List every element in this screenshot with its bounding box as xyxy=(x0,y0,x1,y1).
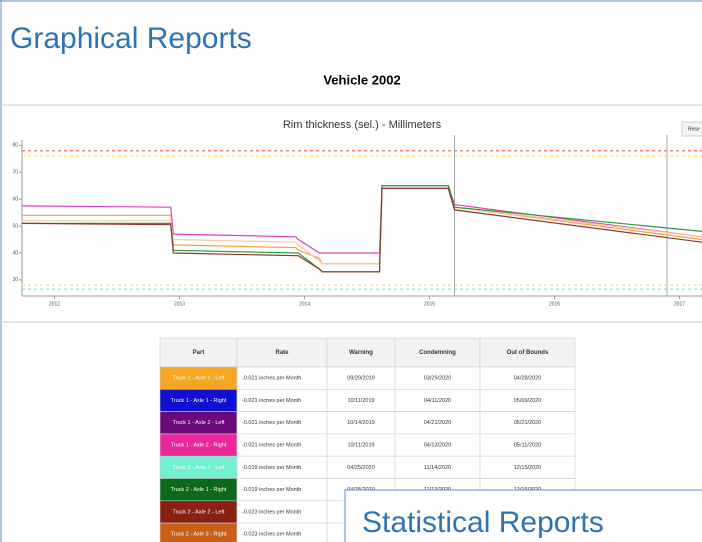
x-tick-label: 2014 xyxy=(299,301,310,307)
y-tick-label: 40 xyxy=(12,250,18,256)
cell-text: -0.021 inches per Month xyxy=(242,443,301,449)
part-label: Truck 1 - Axle 2 - Left xyxy=(172,420,225,426)
header-cell xyxy=(394,337,481,368)
part-label: Truck 1 - Axle 2 - Right xyxy=(171,443,227,449)
header-cell xyxy=(479,337,576,368)
x-tick-label: 2016 xyxy=(549,301,560,307)
cell-text: -0.023 inches per Month xyxy=(242,532,301,538)
part-label: Truck 1 - Axle 1 - Right xyxy=(171,398,227,404)
cell-text: -0.021 inches per Month xyxy=(242,376,301,382)
cell-text: 03/29/2020 xyxy=(424,376,452,382)
cell-text: -0.023 inches per Month xyxy=(242,509,301,515)
cell-text: 04/11/2020 xyxy=(424,398,451,404)
cell-text: -0.019 inches per Month xyxy=(242,465,301,471)
y-tick-label: 50 xyxy=(12,223,18,229)
column-header: Rate xyxy=(275,350,289,356)
column-header: Out of Bounds xyxy=(507,350,549,356)
part-label: Truck 2 - Axle 2 - Right xyxy=(171,532,227,538)
y-tick-label: 80 xyxy=(12,143,18,149)
cell-text: 04/13/2020 xyxy=(424,443,452,449)
part-label: Truck 2 - Axle 1 - Left xyxy=(172,465,225,471)
y-tick-label: 30 xyxy=(12,277,18,283)
part-label: Truck 2 - Axle 2 - Left xyxy=(172,509,225,515)
cell-text: 12/15/2020 xyxy=(514,465,542,471)
header-cell xyxy=(236,337,328,368)
y-tick-label: 60 xyxy=(12,197,18,203)
page-title: Graphical Reports xyxy=(10,22,252,55)
cell-text: 04/21/2020 xyxy=(424,420,452,426)
cell-text: 05/09/2020 xyxy=(514,398,542,404)
cell-text: -0.019 inches per Month xyxy=(242,487,301,493)
cell-text: 05/11/2020 xyxy=(514,443,541,449)
part-label: Truck 1 - Axle 1 - Left xyxy=(172,376,225,382)
reset-button[interactable] xyxy=(681,121,702,137)
cell-text: 04/28/2020 xyxy=(514,376,542,382)
part-label: Truck 2 - Axle 1 - Right xyxy=(171,487,227,493)
cell-text: 05/21/2020 xyxy=(514,420,542,426)
cell-text: 10/14/2019 xyxy=(347,420,375,426)
cell-text: 04/25/2020 xyxy=(347,465,375,471)
chart-title: Rim thickness (sel.) - Millimeters xyxy=(283,119,442,131)
cell-text: 11/14/2020 xyxy=(424,465,451,471)
header-cell xyxy=(159,337,238,368)
vehicle-title: Vehicle 2002 xyxy=(323,72,400,87)
x-tick-label: 2013 xyxy=(174,301,185,307)
y-tick-label: 70 xyxy=(12,170,18,176)
x-tick-label: 2017 xyxy=(674,301,685,307)
cell-text: -0.021 inches per Month xyxy=(242,420,301,426)
x-tick-label: 2012 xyxy=(49,301,60,307)
column-header: Condemning xyxy=(419,350,456,356)
cell-text: 10/11/2019 xyxy=(347,398,374,404)
cell-text: -0.021 inches per Month xyxy=(242,398,301,404)
x-tick-label: 2015 xyxy=(424,301,435,307)
column-header: Part xyxy=(193,350,205,356)
overlay-card xyxy=(344,489,702,542)
overlay-title: Statistical Reports xyxy=(362,506,604,539)
column-header: Warning xyxy=(349,350,373,356)
cell-text: 10/11/2019 xyxy=(347,443,374,449)
series-line xyxy=(21,187,702,273)
cell-text: 09/29/2019 xyxy=(347,376,375,382)
reset-button-label[interactable]: Rese xyxy=(688,126,700,132)
